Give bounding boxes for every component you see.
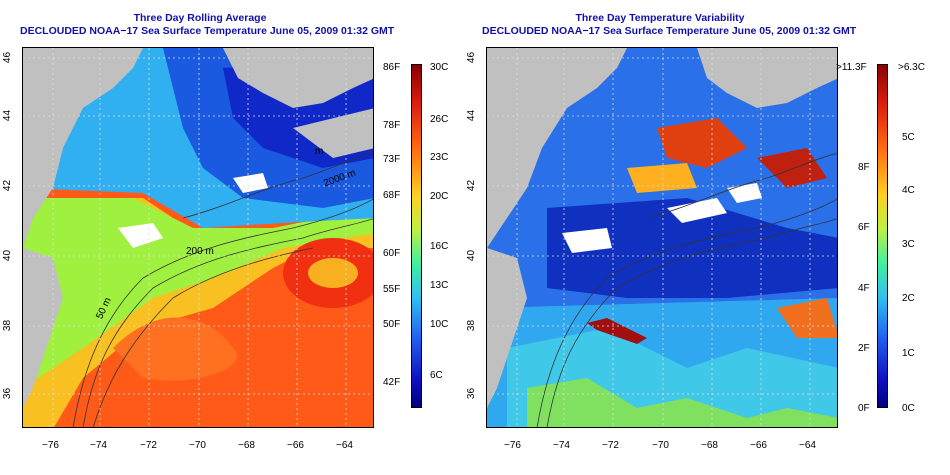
right-lon-64: −64 [799, 440, 816, 451]
left-colorbar [411, 64, 422, 408]
left-cbar-c-7: 6C [430, 370, 443, 381]
right-cbar-c-6: 0C [902, 403, 915, 414]
left-lon-74: −74 [90, 440, 107, 451]
contour-label-m: m [315, 146, 324, 157]
right-map-graphic [487, 48, 837, 427]
left-cbar-c-2: 23C [430, 152, 449, 163]
right-cbar-f-5: 0F [858, 403, 870, 414]
left-lon-66: −66 [287, 440, 304, 451]
right-title-line1: Three Day Temperature Variability [575, 12, 745, 24]
right-variability-map [486, 47, 838, 428]
contour-label-200m: 200 m [186, 246, 214, 257]
left-lon-70: −70 [189, 440, 206, 451]
right-cbar-c-0: >6.3C [898, 62, 925, 73]
right-lat-42: 42 [466, 179, 478, 192]
left-cbar-c-6: 10C [430, 319, 449, 330]
left-lat-40: 40 [2, 249, 14, 262]
left-title-line1: Three Day Rolling Average [133, 12, 267, 24]
left-cbar-c-1: 26C [430, 114, 449, 125]
left-lat-38: 38 [2, 319, 14, 332]
right-cbar-f-4: 2F [858, 343, 870, 354]
right-lon-72: −72 [602, 440, 619, 451]
right-lat-46: 46 [466, 51, 478, 64]
left-cbar-c-5: 13C [430, 280, 449, 291]
right-cbar-f-1: 8F [858, 162, 870, 173]
left-lon-72: −72 [140, 440, 157, 451]
left-cbar-f-7: 42F [383, 377, 401, 388]
left-lon-64: −64 [336, 440, 353, 451]
left-cbar-c-3: 20C [430, 191, 449, 202]
left-cbar-c-4: 16C [430, 241, 449, 252]
left-lat-44: 44 [2, 109, 14, 122]
right-lat-44: 44 [466, 109, 478, 122]
left-cbar-f-1: 78F [383, 120, 401, 131]
left-lat-36: 36 [2, 387, 14, 400]
left-lat-46: 46 [2, 51, 14, 64]
right-colorbar [877, 64, 888, 408]
left-lon-76: −76 [42, 440, 59, 451]
left-cbar-f-5: 55F [383, 284, 401, 295]
left-cbar-f-3: 68F [383, 190, 401, 201]
left-sst-map: 2000 m 200 m 50 m m [22, 47, 374, 428]
left-cbar-f-0: 86F [383, 62, 401, 73]
right-lat-38: 38 [466, 319, 478, 332]
left-map-graphic [23, 48, 373, 427]
right-cbar-c-1: 5C [902, 132, 915, 143]
left-cbar-f-4: 60F [383, 248, 401, 259]
right-cbar-c-3: 3C [902, 239, 915, 250]
left-title-line2: DECLOUDED NOAA−17 Sea Surface Temperatur… [20, 25, 395, 37]
right-cbar-c-2: 4C [902, 185, 915, 196]
right-cbar-f-3: 4F [858, 283, 870, 294]
right-cbar-f-2: 6F [858, 222, 870, 233]
right-title-line2: DECLOUDED NOAA−17 Sea Surface Temperatur… [482, 25, 857, 37]
right-lon-66: −66 [750, 440, 767, 451]
right-cbar-c-5: 1C [902, 348, 915, 359]
right-lon-68: −68 [701, 440, 718, 451]
right-lat-36: 36 [466, 387, 478, 400]
right-cbar-f-0: >11.3F [836, 62, 867, 73]
left-lat-42: 42 [2, 179, 14, 192]
left-cbar-f-6: 50F [383, 319, 401, 330]
left-cbar-c-0: 30C [430, 62, 449, 73]
left-lon-68: −68 [238, 440, 255, 451]
right-lon-70: −70 [652, 440, 669, 451]
left-cbar-f-2: 73F [383, 154, 401, 165]
right-cbar-c-4: 2C [902, 293, 915, 304]
right-lon-74: −74 [553, 440, 570, 451]
right-lon-76: −76 [504, 440, 521, 451]
right-lat-40: 40 [466, 249, 478, 262]
